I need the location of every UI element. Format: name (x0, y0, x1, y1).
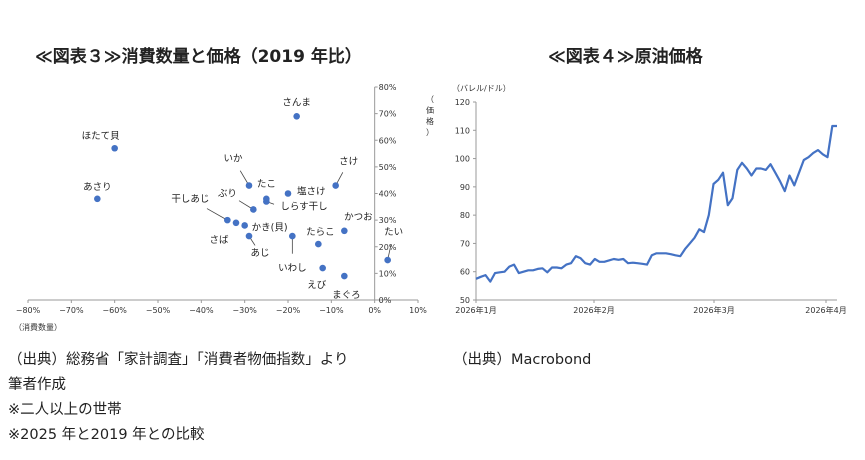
y-tick-label: 0% (379, 296, 392, 305)
scatter-point (94, 195, 101, 203)
oil-price-line (475, 124, 837, 283)
scatter-point (332, 182, 339, 189)
y-tick-label: 70 (460, 239, 470, 248)
x-tick-label: −20% (276, 306, 301, 315)
point-label: かつお (344, 212, 373, 223)
x-tick-label: −40% (189, 306, 214, 315)
scatter-point (319, 264, 326, 272)
scatter-point (245, 182, 253, 189)
y-axis-label: （バレル/ドル） (452, 84, 511, 93)
point-label: あじ (250, 248, 269, 259)
scatter-point (245, 232, 253, 240)
scatter-point (263, 198, 270, 205)
scatter-point (289, 232, 296, 240)
point-label: 干しあじ (171, 194, 209, 205)
chart4-title: ≪図表４≫原油価格 (548, 47, 703, 67)
y-tick-label: 80% (379, 83, 397, 92)
point-label: しらす干し (280, 201, 327, 212)
x-tick-label: −50% (146, 306, 171, 315)
point-label: たらこ (306, 227, 335, 238)
x-tick-label: −10% (319, 306, 344, 315)
x-tick-label: −60% (102, 306, 127, 315)
scatter-point (224, 216, 231, 224)
point-label: ぶり (218, 188, 237, 199)
source-line: 筆者作成 (8, 377, 66, 393)
scatter-point (384, 256, 391, 264)
scatter-point (111, 144, 118, 152)
point-label: いわし (278, 263, 307, 274)
point-label: あさり (83, 182, 112, 193)
chart4-source-notes: （出典）Macrobond (453, 348, 591, 373)
scatter-point (250, 206, 257, 213)
x-tick-label: 0% (368, 306, 381, 315)
point-label: かき(貝) (252, 222, 288, 233)
chart3-title: ≪図表３≫消費数量と価格（2019 年比） (35, 47, 362, 67)
y-axis-label-char: ） (426, 128, 434, 137)
x-tick-label: 2026年3月 (693, 305, 734, 315)
y-tick-label: 110 (455, 126, 470, 135)
y-tick-label: 60 (460, 268, 470, 277)
point-label: えび (307, 280, 327, 291)
chart3-source-notes: （出典）総務省「家計調査」「消費者物価指数」より 筆者作成 ※二人以上の世帯 ※… (8, 348, 348, 448)
x-tick-label: 10% (409, 306, 427, 315)
x-tick-label: 2026年4月 (805, 305, 846, 315)
scatter-point (341, 272, 348, 280)
scatter-point (315, 240, 322, 248)
y-tick-label: 10% (379, 269, 397, 278)
x-axis-label: （消費数量） (14, 322, 62, 332)
y-tick-label: 50 (460, 296, 470, 305)
y-tick-label: 40% (379, 190, 397, 199)
note-line: ※2025 年と2019 年との比較 (8, 427, 205, 443)
point-label: さけ (339, 157, 358, 168)
point-label: たこ (257, 179, 276, 190)
y-tick-label: 90 (460, 183, 470, 192)
source-line: （出典）Macrobond (453, 352, 592, 368)
scatter-point (293, 112, 300, 120)
y-axis-label-char: 格 (426, 116, 434, 126)
x-tick-label: 2026年2月 (573, 305, 614, 315)
y-tick-label: 120 (455, 98, 470, 107)
x-tick-label: −30% (232, 306, 257, 315)
scatter-point (341, 227, 348, 235)
y-axis-label-char: 価 (426, 105, 434, 115)
source-line: （出典）総務省「家計調査」「消費者物価指数」より (8, 352, 349, 368)
y-tick-label: 100 (455, 155, 470, 164)
y-tick-label: 30% (379, 216, 397, 225)
label-leader-line (206, 208, 228, 221)
point-label: さば (209, 235, 229, 246)
x-tick-label: −70% (59, 306, 84, 315)
y-axis-label-char: （ (426, 95, 434, 104)
y-tick-label: 70% (379, 110, 397, 119)
y-tick-label: 20% (379, 243, 397, 252)
scatter-point (232, 219, 240, 227)
x-tick-label: 2026年1月 (455, 305, 496, 315)
point-label: たい (384, 227, 403, 238)
point-label: まぐろ (332, 290, 361, 301)
point-label: ほたて貝 (82, 131, 120, 142)
point-label: 塩さけ (297, 186, 326, 198)
x-tick-label: −80% (16, 306, 41, 315)
point-label: さんま (282, 97, 311, 108)
note-line: ※二人以上の世帯 (8, 402, 122, 418)
scatter-point (284, 190, 292, 197)
y-tick-label: 50% (379, 163, 397, 172)
y-tick-label: 80 (460, 211, 470, 220)
y-tick-label: 60% (379, 136, 397, 145)
point-label: いか (223, 154, 243, 165)
scatter-point (241, 222, 248, 229)
